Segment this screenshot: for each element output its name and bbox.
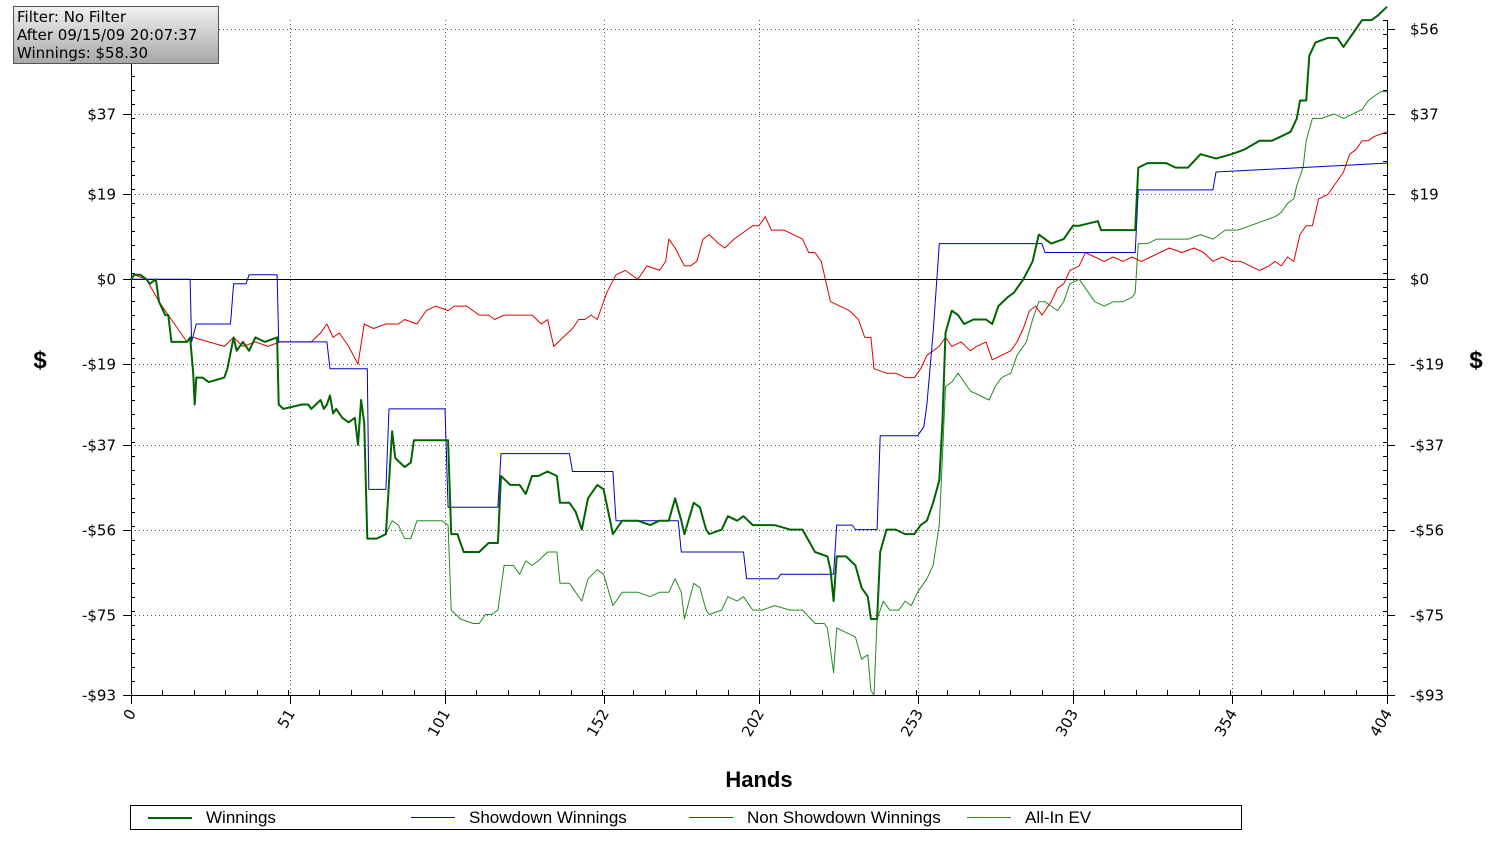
x-tick-label: 51 [274, 706, 299, 732]
y-tick-label-left: $0 [97, 271, 116, 289]
legend-label-showdown: Showdown Winnings [469, 807, 627, 827]
x-tick-label: 202 [738, 706, 768, 740]
winnings-total-text: Winnings: $58.30 [17, 44, 149, 62]
legend-swatch-showdown [411, 817, 455, 818]
y-tick-label-left: $19 [87, 186, 116, 204]
legend-label-allin-ev: All-In EV [1025, 807, 1092, 827]
y-tick-label-left: -$37 [82, 437, 116, 455]
y-tick-label-left: $37 [87, 106, 116, 124]
y-tick-label-left: -$19 [82, 356, 116, 374]
y-tick-label-right: -$75 [1410, 607, 1444, 625]
y-tick-label-right: $19 [1410, 186, 1439, 204]
legend: Winnings Showdown Winnings Non Showdown … [130, 805, 1242, 830]
axes [123, 20, 1395, 704]
y-axis-left-label: $ [33, 347, 47, 374]
x-tick-label: 101 [424, 706, 454, 740]
x-tick-label: 303 [1052, 706, 1082, 740]
y-tick-label-right: $0 [1410, 271, 1429, 289]
info-box: Filter: No Filter After 09/15/09 20:07:3… [13, 6, 219, 64]
legend-swatch-allin-ev [967, 817, 1011, 818]
after-date-text: After 09/15/09 20:07:37 [17, 26, 198, 44]
y-tick-label-right: $37 [1410, 106, 1439, 124]
y-tick-label-right: -$56 [1410, 522, 1444, 540]
series-line-showdown [131, 162, 1388, 580]
x-tick-label: 152 [583, 706, 613, 740]
filter-text: Filter: No Filter [17, 8, 127, 26]
x-tick-label: 0 [120, 706, 140, 723]
legend-item-winnings[interactable]: Winnings [148, 806, 276, 829]
x-tick-label: 253 [897, 706, 927, 740]
legend-item-allin-ev[interactable]: All-In EV [967, 806, 1091, 829]
legend-swatch-winnings [148, 816, 192, 819]
x-tick-label: 404 [1366, 706, 1396, 740]
y-tick-label-left: -$93 [82, 687, 116, 705]
y-tick-label-right: $56 [1410, 21, 1439, 39]
y-tick-label-left: -$56 [82, 522, 116, 540]
tick-labels: $56$56$37$37$19$19$0$0-$19-$19-$37-$37-$… [82, 21, 1444, 740]
legend-item-non-showdown[interactable]: Non Showdown Winnings [689, 806, 941, 829]
y-tick-label-right: -$37 [1410, 437, 1444, 455]
y-axis-right-label: $ [1469, 347, 1483, 374]
series-line-non-showdown [130, 131, 1388, 379]
legend-label-winnings: Winnings [206, 807, 276, 827]
y-tick-label-right: -$93 [1410, 687, 1444, 705]
x-tick-label: 354 [1211, 706, 1241, 740]
legend-label-non-showdown: Non Showdown Winnings [747, 807, 941, 827]
series-line-winnings [130, 5, 1388, 620]
legend-item-showdown[interactable]: Showdown Winnings [411, 806, 627, 829]
y-tick-label-right: -$19 [1410, 356, 1444, 374]
y-tick-label-left: -$75 [82, 607, 116, 625]
legend-swatch-non-showdown [689, 817, 733, 818]
series-lines [130, 5, 1388, 696]
grid-lines [131, 20, 1387, 696]
x-axis-title: Hands [725, 767, 792, 792]
